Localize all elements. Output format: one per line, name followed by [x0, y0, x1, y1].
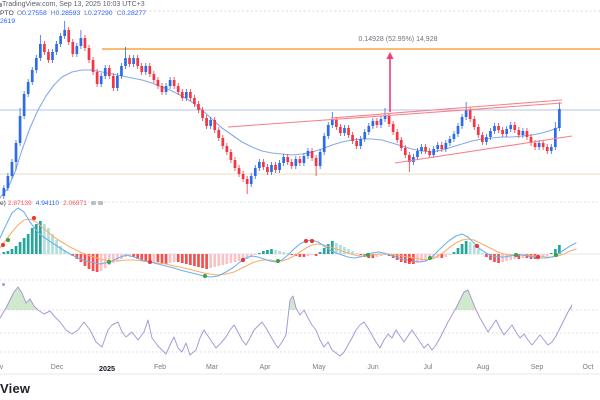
axis-label-dec: Dec [50, 364, 64, 371]
oscillator-bullet-icon [2, 283, 5, 286]
high-value: 0.28593 [55, 10, 81, 17]
more-icon[interactable] [97, 201, 103, 206]
axis-label-mar: Mar [205, 364, 219, 371]
axis-label-nov: Nov [0, 364, 4, 371]
watermark-bottom: View [0, 381, 31, 396]
macd-value-2: 2.06971 [63, 200, 87, 207]
macd-value-1: 4.94110 [35, 200, 60, 207]
logo-fragment-icon [0, 3, 2, 7]
high-label: H [50, 10, 56, 17]
axis-label-jul: Jul [423, 364, 433, 371]
macd-value-0: 2.87139 [7, 200, 32, 207]
axis-label-2025: 2025 [99, 364, 115, 373]
price-panel[interactable] [0, 10, 600, 199]
axis-label-sep: Sep [530, 364, 544, 371]
open-label: O [16, 10, 23, 17]
low-value: 0.27290 [88, 10, 113, 17]
axis-label-aug: Aug [476, 364, 490, 371]
low-label: L [84, 10, 89, 17]
open-value: 0.27558 [22, 10, 47, 17]
watermark-top: TradingView.com, Sep 13, 2025 10:03 UTC+… [2, 1, 145, 8]
macd-legend-fragment: e) [0, 200, 6, 207]
range-annotation: 0.14928 (52.95%) 14,928 [358, 36, 438, 43]
close-value: 0.28277 [121, 10, 147, 17]
eye-icon[interactable] [90, 201, 96, 206]
symbol-fragment: PTO [0, 10, 14, 17]
axis-label-may: May [312, 364, 326, 371]
axis-label-feb: Feb [153, 364, 167, 371]
oscillator-panel[interactable] [0, 279, 600, 357]
axis-label-jun: Jun [367, 364, 379, 371]
macd-panel[interactable] [0, 201, 600, 281]
price-legend: PTO O0.27558 H0.28593 L0.27290 C0.28277 [0, 10, 150, 17]
close-label: C [116, 10, 122, 17]
ma-legend-value: 2619 [0, 18, 16, 25]
macd-legend: e) 2.87139 4.94110 2.06971 [0, 200, 105, 207]
axis-label-oct: Oct [582, 364, 594, 371]
axis-label-apr: Apr [259, 364, 271, 371]
